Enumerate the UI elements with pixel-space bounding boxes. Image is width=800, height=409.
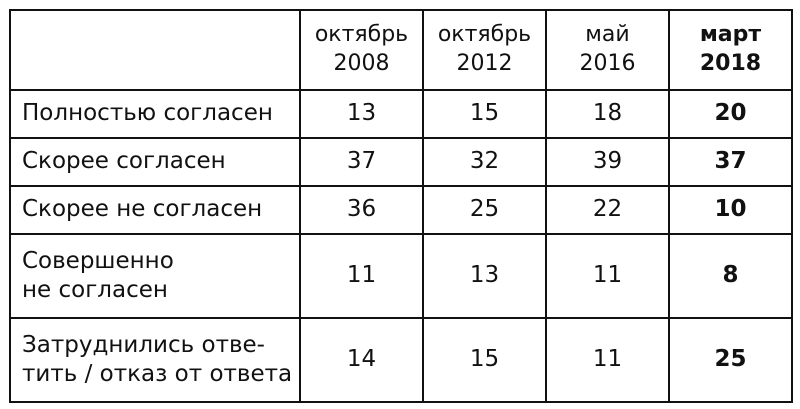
table-row: Совершенно не согласен 11 13 11 8 [9, 233, 793, 319]
value-cell-highlight: 25 [668, 317, 793, 403]
value-cell: 22 [545, 185, 670, 235]
table-row: Полностью согласен 13 15 18 20 [9, 89, 793, 139]
header-year: 2008 [333, 51, 390, 76]
value-cell-highlight: 20 [668, 89, 793, 139]
value-cell: 18 [545, 89, 670, 139]
header-cell-may-2016: май 2016 [545, 9, 670, 91]
header-cell-oct-2008: октябрь 2008 [299, 9, 424, 91]
header-year: 2016 [579, 51, 636, 76]
header-corner-cell [9, 9, 301, 91]
value-cell-highlight: 10 [668, 185, 793, 235]
row-label: Совершенно не согласен [9, 233, 301, 319]
row-label-line: Совершенно [22, 247, 174, 274]
header-year: 2018 [699, 51, 762, 76]
row-label-line: Скорее не согласен [22, 196, 263, 223]
value-cell: 36 [299, 185, 424, 235]
row-label-line: Скорее согласен [22, 148, 226, 175]
value-cell: 25 [422, 185, 547, 235]
header-month: октябрь [314, 22, 409, 48]
value-cell: 32 [422, 137, 547, 187]
value-cell-highlight: 37 [668, 137, 793, 187]
value-cell: 15 [422, 317, 547, 403]
header-cell-oct-2012: октябрь 2012 [422, 9, 547, 91]
value-cell: 39 [545, 137, 670, 187]
table-row: Затруднились отве- тить / отказ от ответ… [9, 317, 793, 403]
header-month: октябрь [437, 22, 532, 48]
header-row: октябрь 2008 октябрь 2012 май 2016 март … [9, 9, 793, 91]
value-cell: 11 [545, 317, 670, 403]
row-label: Скорее не согласен [9, 185, 301, 235]
row-label: Затруднились отве- тить / отказ от ответ… [9, 317, 301, 403]
row-label: Скорее согласен [9, 137, 301, 187]
row-label-line: тить / отказ от ответа [22, 361, 293, 387]
value-cell: 14 [299, 317, 424, 403]
row-label-line: не согласен [22, 277, 168, 303]
row-label: Полностью согласен [9, 89, 301, 139]
header-year: 2012 [456, 51, 513, 76]
value-cell: 11 [545, 233, 670, 319]
header-month: май [585, 22, 630, 48]
header-month: март [699, 22, 762, 48]
value-cell: 11 [299, 233, 424, 319]
row-label-line: Затруднились отве- [22, 331, 265, 358]
value-cell: 13 [299, 89, 424, 139]
table-row: Скорее согласен 37 32 39 37 [9, 137, 793, 187]
table-row: Скорее не согласен 36 25 22 10 [9, 185, 793, 235]
row-label-line: Полностью согласен [22, 100, 273, 127]
value-cell: 13 [422, 233, 547, 319]
header-cell-mar-2018: март 2018 [668, 9, 793, 91]
survey-table: октябрь 2008 октябрь 2012 май 2016 март … [9, 9, 793, 403]
value-cell: 37 [299, 137, 424, 187]
value-cell-highlight: 8 [668, 233, 793, 319]
value-cell: 15 [422, 89, 547, 139]
